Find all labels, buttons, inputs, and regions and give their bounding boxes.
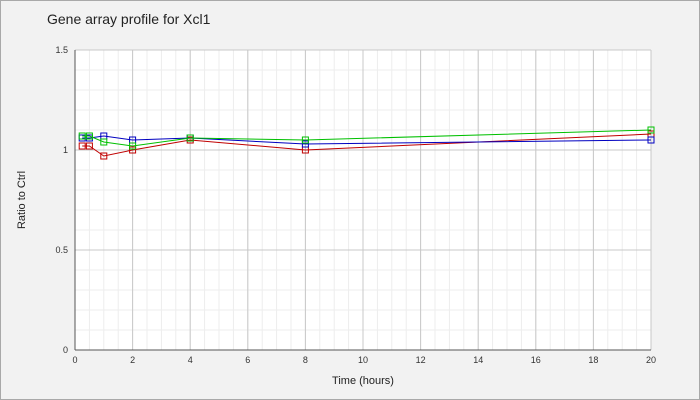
series-line <box>82 133 652 157</box>
series-line <box>82 129 652 147</box>
x-axis-label: Time (hours) <box>332 375 394 387</box>
x-tick-label: 0 <box>72 355 77 365</box>
series-1 <box>78 130 655 160</box>
x-tick-label: 4 <box>188 355 193 365</box>
data-point <box>186 134 194 142</box>
series-3 <box>78 126 655 150</box>
x-tick-label: 14 <box>473 355 483 365</box>
series-line <box>82 135 652 145</box>
y-tick-labels: 0 0.5 1 1.5 <box>55 45 68 355</box>
data-point <box>100 138 108 146</box>
data-point <box>85 142 93 150</box>
series-group <box>78 126 655 160</box>
axes <box>74 50 651 351</box>
data-point <box>647 126 655 134</box>
x-tick-label: 12 <box>416 355 426 365</box>
data-point <box>647 136 655 144</box>
data-point <box>78 142 86 150</box>
x-tick-label: 8 <box>303 355 308 365</box>
data-point <box>129 146 137 154</box>
data-point <box>301 136 309 144</box>
chart-title: Gene array profile for Xcl1 <box>47 11 211 27</box>
y-tick-label: 0 <box>63 345 68 355</box>
x-tick-label: 10 <box>358 355 368 365</box>
data-point <box>129 142 137 150</box>
x-tick-labels: 0 2 4 6 8 10 12 14 16 18 20 <box>72 355 656 365</box>
x-tick-label: 16 <box>531 355 541 365</box>
data-point <box>100 152 108 160</box>
x-tick-label: 18 <box>588 355 598 365</box>
y-tick-label: 1 <box>63 145 68 155</box>
x-tick-label: 2 <box>130 355 135 365</box>
x-tick-label: 6 <box>245 355 250 365</box>
y-tick-label: 0.5 <box>55 245 68 255</box>
y-tick-label: 1.5 <box>55 45 68 55</box>
grid <box>74 49 652 351</box>
data-point <box>78 132 86 140</box>
data-point <box>85 132 93 140</box>
data-point <box>301 140 309 148</box>
x-tick-label: 20 <box>646 355 656 365</box>
y-axis-label: Ratio to Ctrl <box>16 171 28 229</box>
